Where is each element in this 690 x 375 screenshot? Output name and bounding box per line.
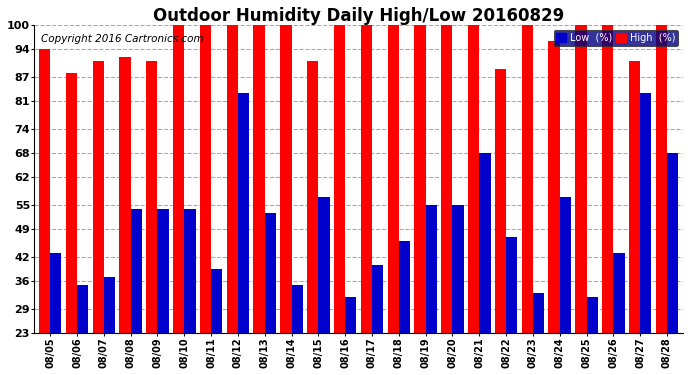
Bar [415,25,426,375]
Bar [307,61,318,375]
Bar [280,25,292,375]
Bar [334,25,345,375]
Bar [238,93,249,375]
Bar [640,93,651,375]
Bar [453,205,464,375]
Bar [345,297,357,375]
Bar [575,25,586,375]
Bar [495,69,506,375]
Bar [522,25,533,375]
Bar [361,25,372,375]
Title: Outdoor Humidity Daily High/Low 20160829: Outdoor Humidity Daily High/Low 20160829 [153,7,564,25]
Bar [560,197,571,375]
Bar [629,61,640,375]
Bar [549,41,560,375]
Text: Copyright 2016 Cartronics.com: Copyright 2016 Cartronics.com [41,34,204,44]
Bar [399,241,410,375]
Bar [292,285,303,375]
Bar [66,73,77,375]
Bar [184,209,195,375]
Bar [480,153,491,375]
Bar [50,253,61,375]
Bar [533,293,544,375]
Bar [200,25,211,375]
Bar [39,49,50,375]
Bar [318,197,330,375]
Bar [77,285,88,375]
Bar [506,237,518,375]
Bar [602,25,613,375]
Bar [130,209,142,375]
Bar [119,57,130,375]
Bar [388,25,399,375]
Bar [441,25,453,375]
Bar [426,205,437,375]
Bar [372,265,383,375]
Bar [173,25,184,375]
Bar [468,25,480,375]
Bar [253,25,265,375]
Bar [613,253,624,375]
Bar [211,269,222,375]
Bar [226,25,238,375]
Bar [157,209,169,375]
Bar [104,277,115,375]
Bar [667,153,678,375]
Bar [656,25,667,375]
Bar [92,61,104,375]
Legend: Low  (%), High  (%): Low (%), High (%) [553,30,678,46]
Bar [265,213,276,375]
Bar [146,61,157,375]
Bar [586,297,598,375]
